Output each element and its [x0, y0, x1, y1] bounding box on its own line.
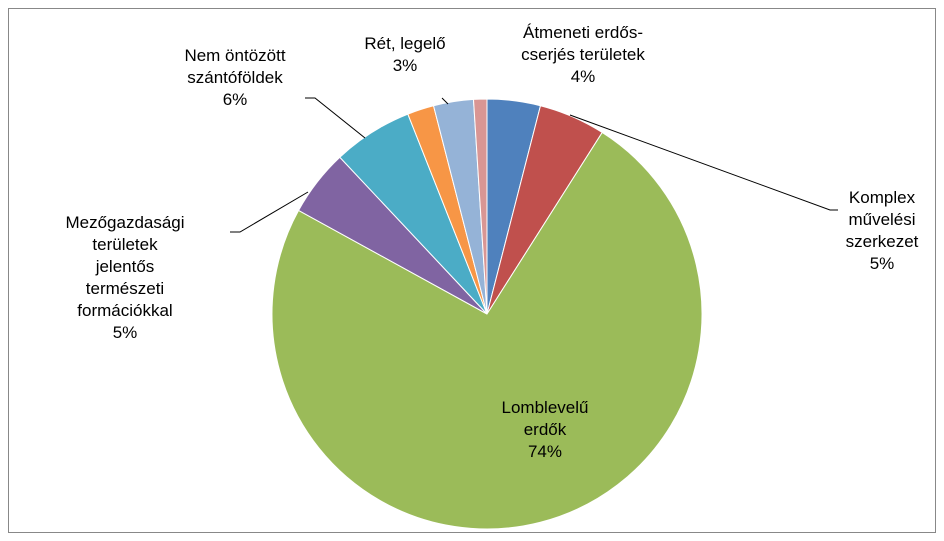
value-label: 74% [527, 442, 563, 461]
leader-line [230, 191, 309, 233]
category-label: Lomblevelű erdők [501, 398, 589, 439]
data-label: Átmeneti erdős- cserjés területek 4% [521, 22, 645, 88]
value-label: 6% [222, 90, 248, 109]
leader-line [569, 114, 838, 211]
category-label: Komplex művelési szerkezet [845, 188, 919, 251]
leader-line [305, 97, 366, 139]
value-label: 5% [869, 254, 895, 273]
data-label: Mezőgazdasági területek jelentős termész… [65, 212, 184, 344]
category-label: Nem öntözött szántóföldek [184, 46, 286, 87]
data-label: Komplex művelési szerkezet 5% [846, 187, 919, 275]
leader-line [441, 97, 449, 105]
pie-slice [271, 131, 703, 530]
category-label: Rét, legelő [364, 34, 446, 53]
value-label: 5% [112, 323, 138, 342]
value-label: 3% [392, 56, 418, 75]
data-label: Rét, legelő 3% [364, 33, 445, 77]
data-label: Lomblevelű erdők 74% [502, 397, 589, 463]
pie-slice [472, 98, 488, 315]
data-label: Nem öntözött szántóföldek 6% [184, 45, 285, 111]
value-label: 4% [570, 67, 596, 86]
category-label: Átmeneti erdős- cserjés területek [521, 23, 645, 64]
category-label: Mezőgazdasági területek jelentős termész… [65, 213, 185, 320]
